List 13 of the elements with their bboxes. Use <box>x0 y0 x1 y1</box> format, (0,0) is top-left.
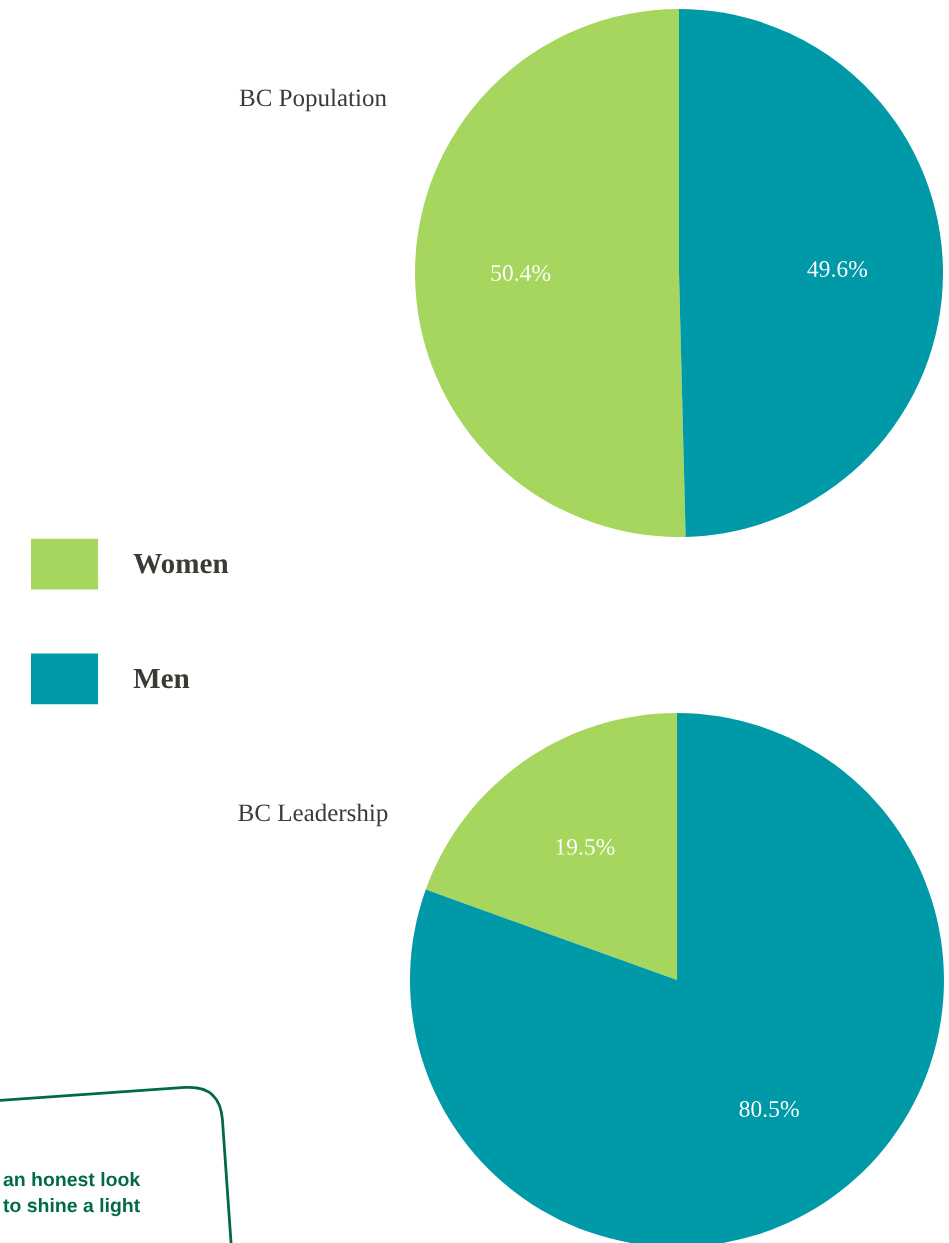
data-label: 49.6% <box>807 260 868 278</box>
text: to shine a light <box>3 1198 140 1217</box>
legend-label: Men <box>133 668 190 689</box>
text: BC Population <box>239 88 387 112</box>
legend-label: Women <box>133 553 229 574</box>
data-label: 50.4% <box>491 264 551 281</box>
pie-slice <box>415 9 686 537</box>
data-label: 19.5% <box>556 838 615 855</box>
pie-slice <box>425 713 677 980</box>
pie-slice <box>679 9 943 537</box>
text: an honest look <box>3 1172 141 1187</box>
data-label: 80.5% <box>739 1101 799 1118</box>
text: BC Leadership <box>238 803 388 827</box>
